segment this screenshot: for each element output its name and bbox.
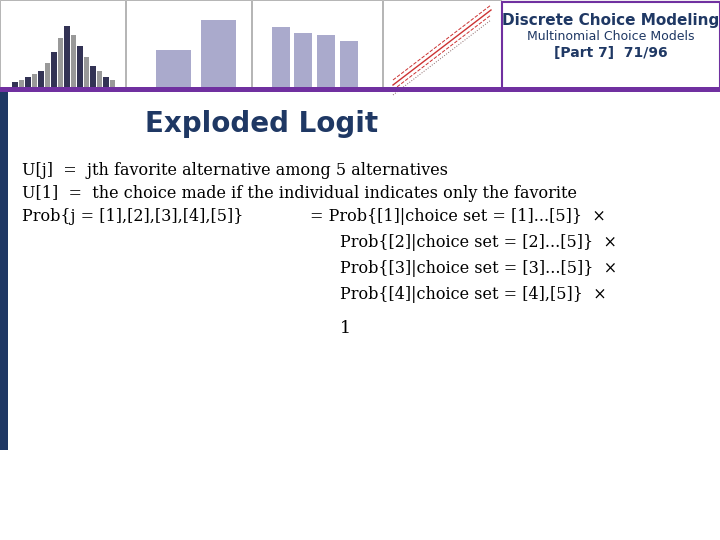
Bar [0,92,8,450]
Bar [71,35,76,88]
Bar [45,63,50,88]
Bar [38,71,43,88]
Bar [383,0,501,90]
Bar [103,77,109,88]
Bar [252,0,382,90]
Bar [0,0,125,90]
Bar [0,92,720,540]
Bar [25,77,30,88]
Bar [58,38,63,88]
Text: Prob{[2]|choice set = [2]...[5]}  ×: Prob{[2]|choice set = [2]...[5]} × [340,234,617,251]
Bar [109,79,115,88]
Bar [0,0,720,90]
Bar [126,0,251,90]
Bar [340,41,358,88]
Text: Prob{[4]|choice set = [4],[5]}  ×: Prob{[4]|choice set = [4],[5]} × [340,286,607,303]
Text: Multinomial Choice Models: Multinomial Choice Models [527,30,695,43]
Text: Discrete Choice Modeling: Discrete Choice Modeling [503,13,719,28]
Bar [156,50,191,88]
Bar [294,33,312,88]
Text: Prob{[3]|choice set = [3]...[5]}  ×: Prob{[3]|choice set = [3]...[5]} × [340,260,617,277]
Bar [12,83,17,88]
Bar [64,26,70,88]
Bar [84,57,89,88]
Text: = Prob{[1]|choice set = [1]...[5]}  ×: = Prob{[1]|choice set = [1]...[5]} × [310,208,606,225]
Bar [90,65,96,88]
Bar [272,27,290,88]
Bar [201,20,236,88]
Bar [502,2,720,89]
Text: U[j]  =  jth favorite alternative among 5 alternatives: U[j] = jth favorite alternative among 5 … [22,162,448,179]
Bar [32,74,37,88]
Text: 1: 1 [340,320,351,337]
Bar [51,52,56,88]
Bar [19,79,24,88]
Bar [96,71,102,88]
Bar [77,46,83,88]
Bar [0,87,720,92]
Text: [Part 7]  71/96: [Part 7] 71/96 [554,46,668,60]
Text: Exploded Logit: Exploded Logit [145,110,378,138]
Bar [317,35,335,88]
Text: Prob{j = [1],[2],[3],[4],[5]}: Prob{j = [1],[2],[3],[4],[5]} [22,208,243,225]
Text: U[1]  =  the choice made if the individual indicates only the favorite: U[1] = the choice made if the individual… [22,185,577,202]
